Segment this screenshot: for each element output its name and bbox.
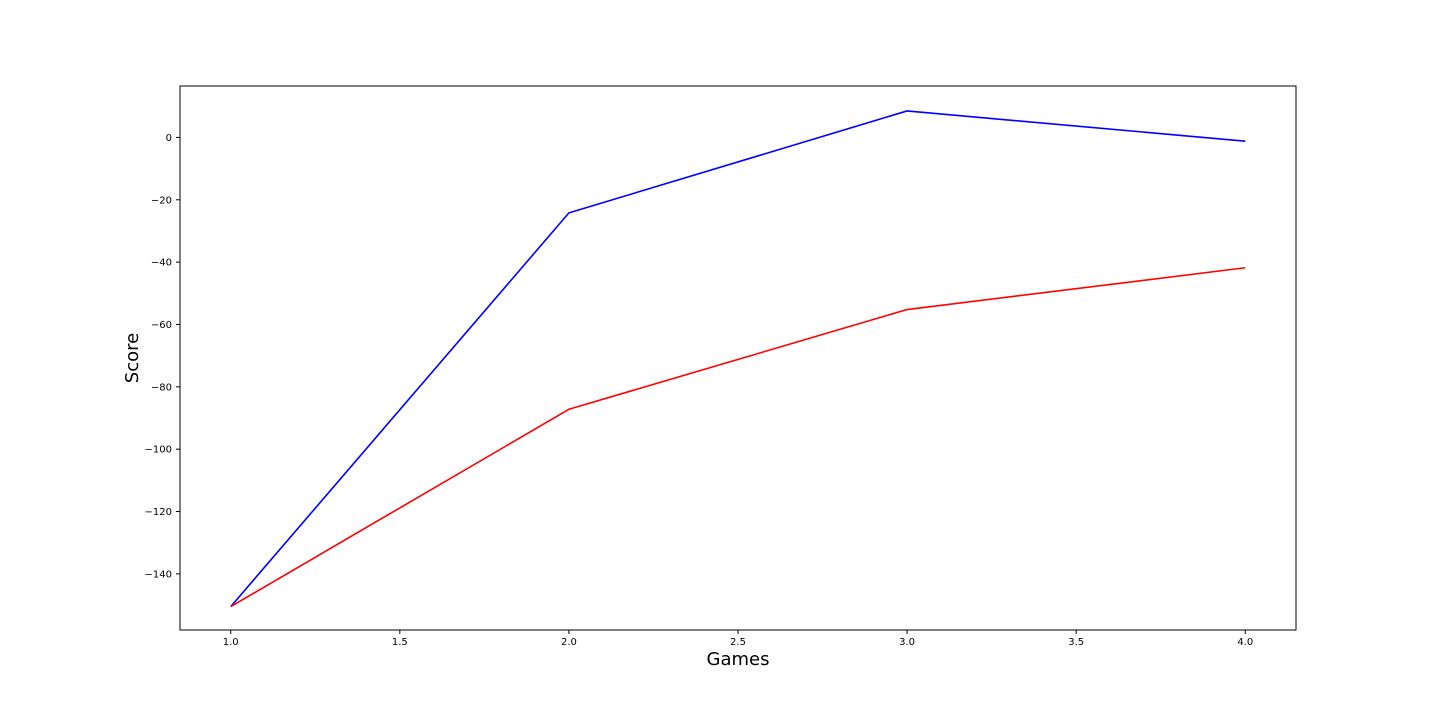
y-tick-label: −140 [145, 569, 172, 580]
x-tick-label: 2.0 [561, 637, 577, 648]
x-tick-label: 1.0 [223, 637, 239, 648]
series-line-2 [230, 266, 1246, 608]
x-axis-ticks: 1.0 1.5 2.0 2.5 3.0 3.5 4.0 [223, 630, 1253, 648]
x-tick-label: 3.0 [899, 637, 915, 648]
y-tick-label: −20 [151, 195, 172, 206]
x-tick-label: 3.5 [1068, 637, 1084, 648]
y-tick-label: −120 [145, 507, 172, 518]
x-tick-label: 4.0 [1237, 637, 1253, 648]
x-tick-label: 1.5 [392, 637, 408, 648]
x-tick-label: 2.5 [730, 637, 746, 648]
y-tick-label: −60 [151, 320, 172, 331]
y-axis-label: Score [122, 333, 143, 383]
x-axis-label: Games [707, 649, 770, 670]
y-tick-label: −40 [151, 258, 172, 269]
series-line-1 [230, 110, 1246, 608]
y-tick-label: −100 [145, 445, 172, 456]
y-tick-label: 0 [166, 133, 172, 144]
plot-frame [179, 85, 1297, 631]
y-axis-ticks: 0 −20 −40 −60 −80 −100 −120 −140 [145, 133, 180, 580]
y-tick-label: −80 [151, 382, 172, 393]
plot-content [230, 110, 1246, 608]
